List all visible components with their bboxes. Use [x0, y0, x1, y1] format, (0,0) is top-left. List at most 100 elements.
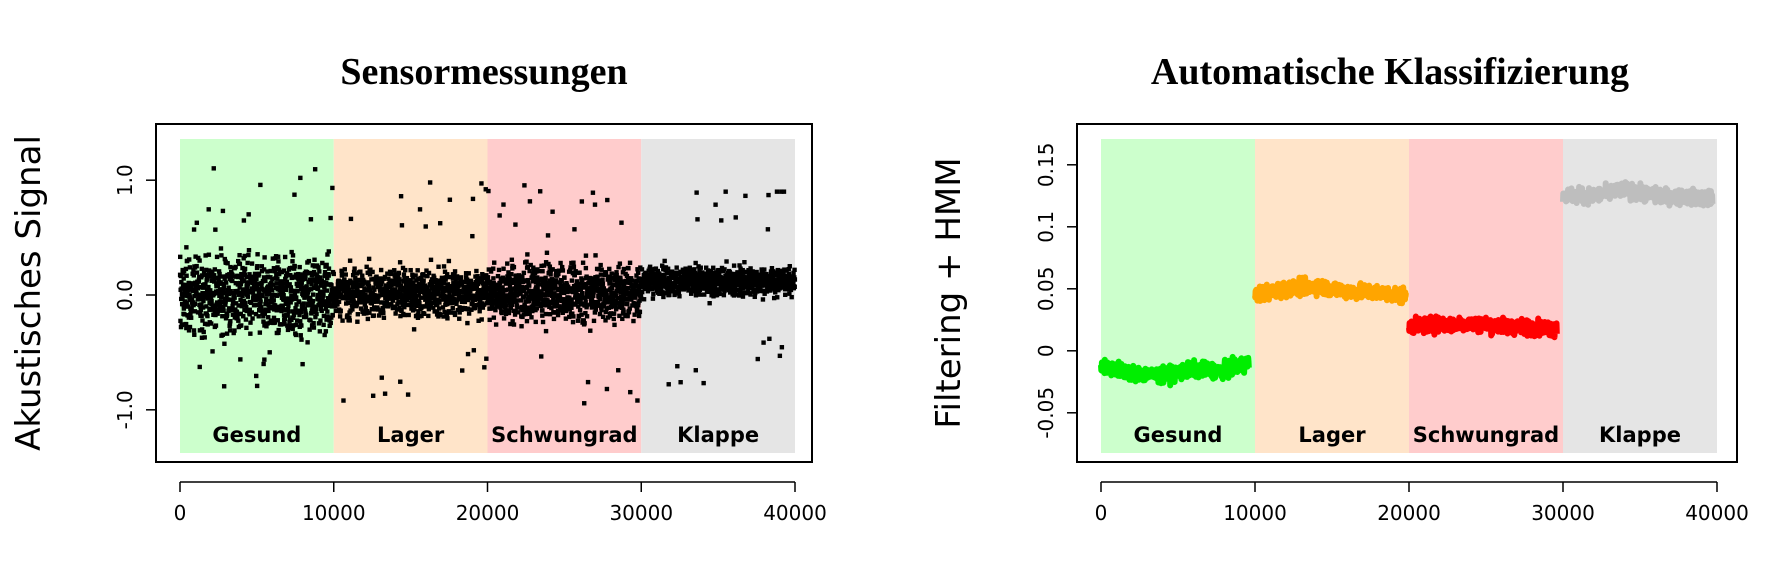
- left-chart-point: [620, 316, 625, 322]
- left-chart-point: [583, 265, 589, 271]
- left-chart-panel: Gesund Lager Schwungrad Klappe 0 10000 20000 3…: [9, 51, 827, 525]
- left-chart-point: [255, 264, 260, 269]
- left-chart-point: [280, 289, 286, 295]
- right-chart-y-tick-label: 0: [1034, 344, 1058, 357]
- left-chart-point: [340, 318, 345, 323]
- left-chart-point: [642, 274, 647, 280]
- left-chart-point: [238, 311, 243, 317]
- left-chart-point: [458, 275, 464, 280]
- left-chart-point: [556, 271, 561, 277]
- left-chart-point: [557, 295, 563, 300]
- left-chart-point: [472, 305, 478, 311]
- left-chart-point: [266, 315, 271, 320]
- left-chart-point: [645, 286, 650, 292]
- left-chart-point: [582, 295, 588, 300]
- left-chart-point: [244, 308, 249, 314]
- left-chart-point: [495, 273, 501, 279]
- left-chart-point: [380, 306, 386, 312]
- left-chart-point: [487, 317, 492, 323]
- left-chart-point: [563, 316, 569, 321]
- left-chart-point: [292, 293, 298, 298]
- left-chart-point: [345, 313, 350, 318]
- left-chart-point: [534, 301, 540, 307]
- left-chart-point: [663, 267, 668, 273]
- left-chart-point: [634, 273, 639, 278]
- left-chart-point: [252, 279, 258, 285]
- left-chart-point: [373, 281, 378, 286]
- left-chart-point: [366, 284, 372, 289]
- left-chart-point: [624, 273, 630, 279]
- left-chart-point: [442, 293, 447, 298]
- left-chart-point: [262, 357, 267, 362]
- left-chart-point: [347, 315, 352, 320]
- left-chart-point: [334, 294, 339, 300]
- left-chart-point: [703, 271, 709, 276]
- left-chart-point: [543, 328, 549, 334]
- left-chart-point: [620, 301, 625, 306]
- left-chart-point: [530, 307, 536, 312]
- left-chart-point: [231, 330, 236, 336]
- left-chart-point: [425, 273, 430, 279]
- left-chart-point: [609, 301, 614, 306]
- left-chart-point: [465, 320, 470, 326]
- left-chart-point: [183, 321, 189, 327]
- left-chart-point: [517, 279, 523, 284]
- left-chart-point: [500, 285, 505, 290]
- left-chart-point: [245, 284, 250, 290]
- left-chart-point: [425, 285, 430, 290]
- left-chart-point: [598, 262, 603, 268]
- left-chart-point: [289, 293, 294, 299]
- left-chart-point: [616, 368, 621, 373]
- left-chart-title: Sensormessungen: [340, 51, 627, 93]
- left-chart-point: [296, 277, 301, 282]
- left-chart-point: [584, 314, 590, 319]
- left-chart-y-tick-label: 1.0: [113, 164, 137, 196]
- left-chart-point: [441, 264, 447, 269]
- left-chart-point: [411, 302, 416, 308]
- left-chart-point: [307, 278, 313, 284]
- left-chart-point: [536, 282, 542, 287]
- left-chart-point: [576, 304, 581, 309]
- left-chart-point: [474, 285, 480, 290]
- left-chart-point: [486, 267, 492, 272]
- left-chart-point: [571, 260, 576, 265]
- left-chart-point: [198, 307, 204, 313]
- left-chart-point: [525, 264, 531, 269]
- left-chart-point: [498, 305, 503, 311]
- left-chart-point: [342, 267, 347, 272]
- left-chart-point: [410, 290, 415, 295]
- left-chart-point: [217, 299, 222, 304]
- left-chart-point: [661, 272, 667, 278]
- left-chart-point: [239, 271, 244, 277]
- left-chart-point: [231, 297, 236, 303]
- left-chart-point: [413, 295, 418, 300]
- left-chart-point: [251, 303, 257, 308]
- left-chart-point: [218, 308, 223, 313]
- left-chart-point: [312, 257, 317, 262]
- left-chart-point: [427, 288, 432, 294]
- left-chart-point: [535, 286, 540, 291]
- left-chart-point: [194, 270, 200, 275]
- left-chart-point: [224, 312, 230, 317]
- left-chart-point: [250, 316, 255, 321]
- left-chart-point: [290, 259, 295, 264]
- left-chart-point: [437, 300, 442, 305]
- left-chart-point: [237, 252, 242, 258]
- left-chart-point: [220, 208, 226, 214]
- left-chart-point: [352, 266, 357, 271]
- left-chart-point: [188, 315, 194, 320]
- left-chart-point: [203, 253, 208, 258]
- left-chart-point: [307, 295, 313, 301]
- left-chart-point: [364, 264, 369, 270]
- left-chart-point: [219, 294, 224, 299]
- left-chart-point: [411, 281, 416, 287]
- left-chart-point: [249, 261, 255, 266]
- left-chart-point: [385, 271, 390, 276]
- left-chart-point: [342, 280, 348, 286]
- left-chart-point: [319, 278, 325, 283]
- left-chart-point: [223, 280, 229, 285]
- left-chart-point: [408, 294, 414, 299]
- left-chart-point: [245, 294, 251, 299]
- left-chart-point: [193, 254, 198, 259]
- left-chart-point: [405, 297, 410, 303]
